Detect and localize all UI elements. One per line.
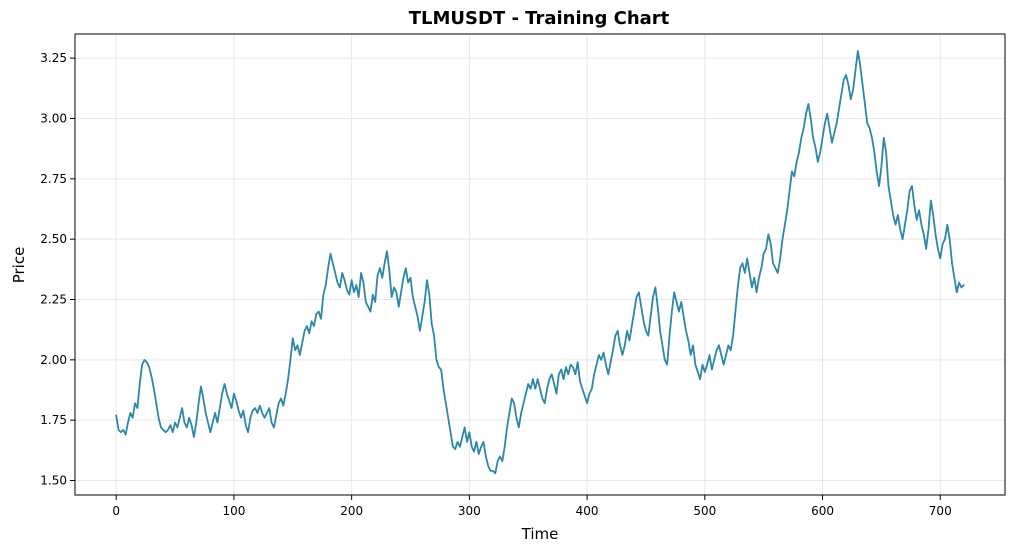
x-tick-label: 0 (112, 504, 120, 518)
x-axis-label: Time (521, 525, 559, 543)
y-tick-label: 1.75 (40, 413, 67, 427)
y-tick-label: 2.25 (40, 292, 67, 306)
x-tick-label: 700 (929, 504, 952, 518)
x-tick-label: 400 (576, 504, 599, 518)
y-axis-label: Price (10, 247, 28, 284)
price-line (115, 50, 965, 475)
chart-title: TLMUSDT - Training Chart (409, 8, 670, 29)
x-axis-ticks: 0 100 200 300 400 500 600 700 (112, 495, 952, 518)
y-tick-label: 2.75 (40, 172, 67, 186)
x-tick-label: 200 (340, 504, 363, 518)
plot-frame (74, 33, 1006, 496)
y-tick-label: 2.00 (40, 353, 67, 367)
x-tick-label: 600 (811, 504, 834, 518)
y-axis-ticks: 1.50 1.75 2.00 2.25 2.50 2.75 3.00 3.25 (40, 51, 75, 488)
y-tick-label: 2.50 (40, 232, 67, 246)
series-layer (115, 50, 965, 475)
grid-lines (75, 34, 1005, 495)
x-tick-label: 500 (693, 504, 716, 518)
x-tick-label: 100 (222, 504, 245, 518)
x-tick-label: 300 (458, 504, 481, 518)
y-tick-label: 3.00 (40, 111, 67, 125)
y-tick-label: 1.50 (40, 474, 67, 488)
y-tick-label: 3.25 (40, 51, 67, 65)
